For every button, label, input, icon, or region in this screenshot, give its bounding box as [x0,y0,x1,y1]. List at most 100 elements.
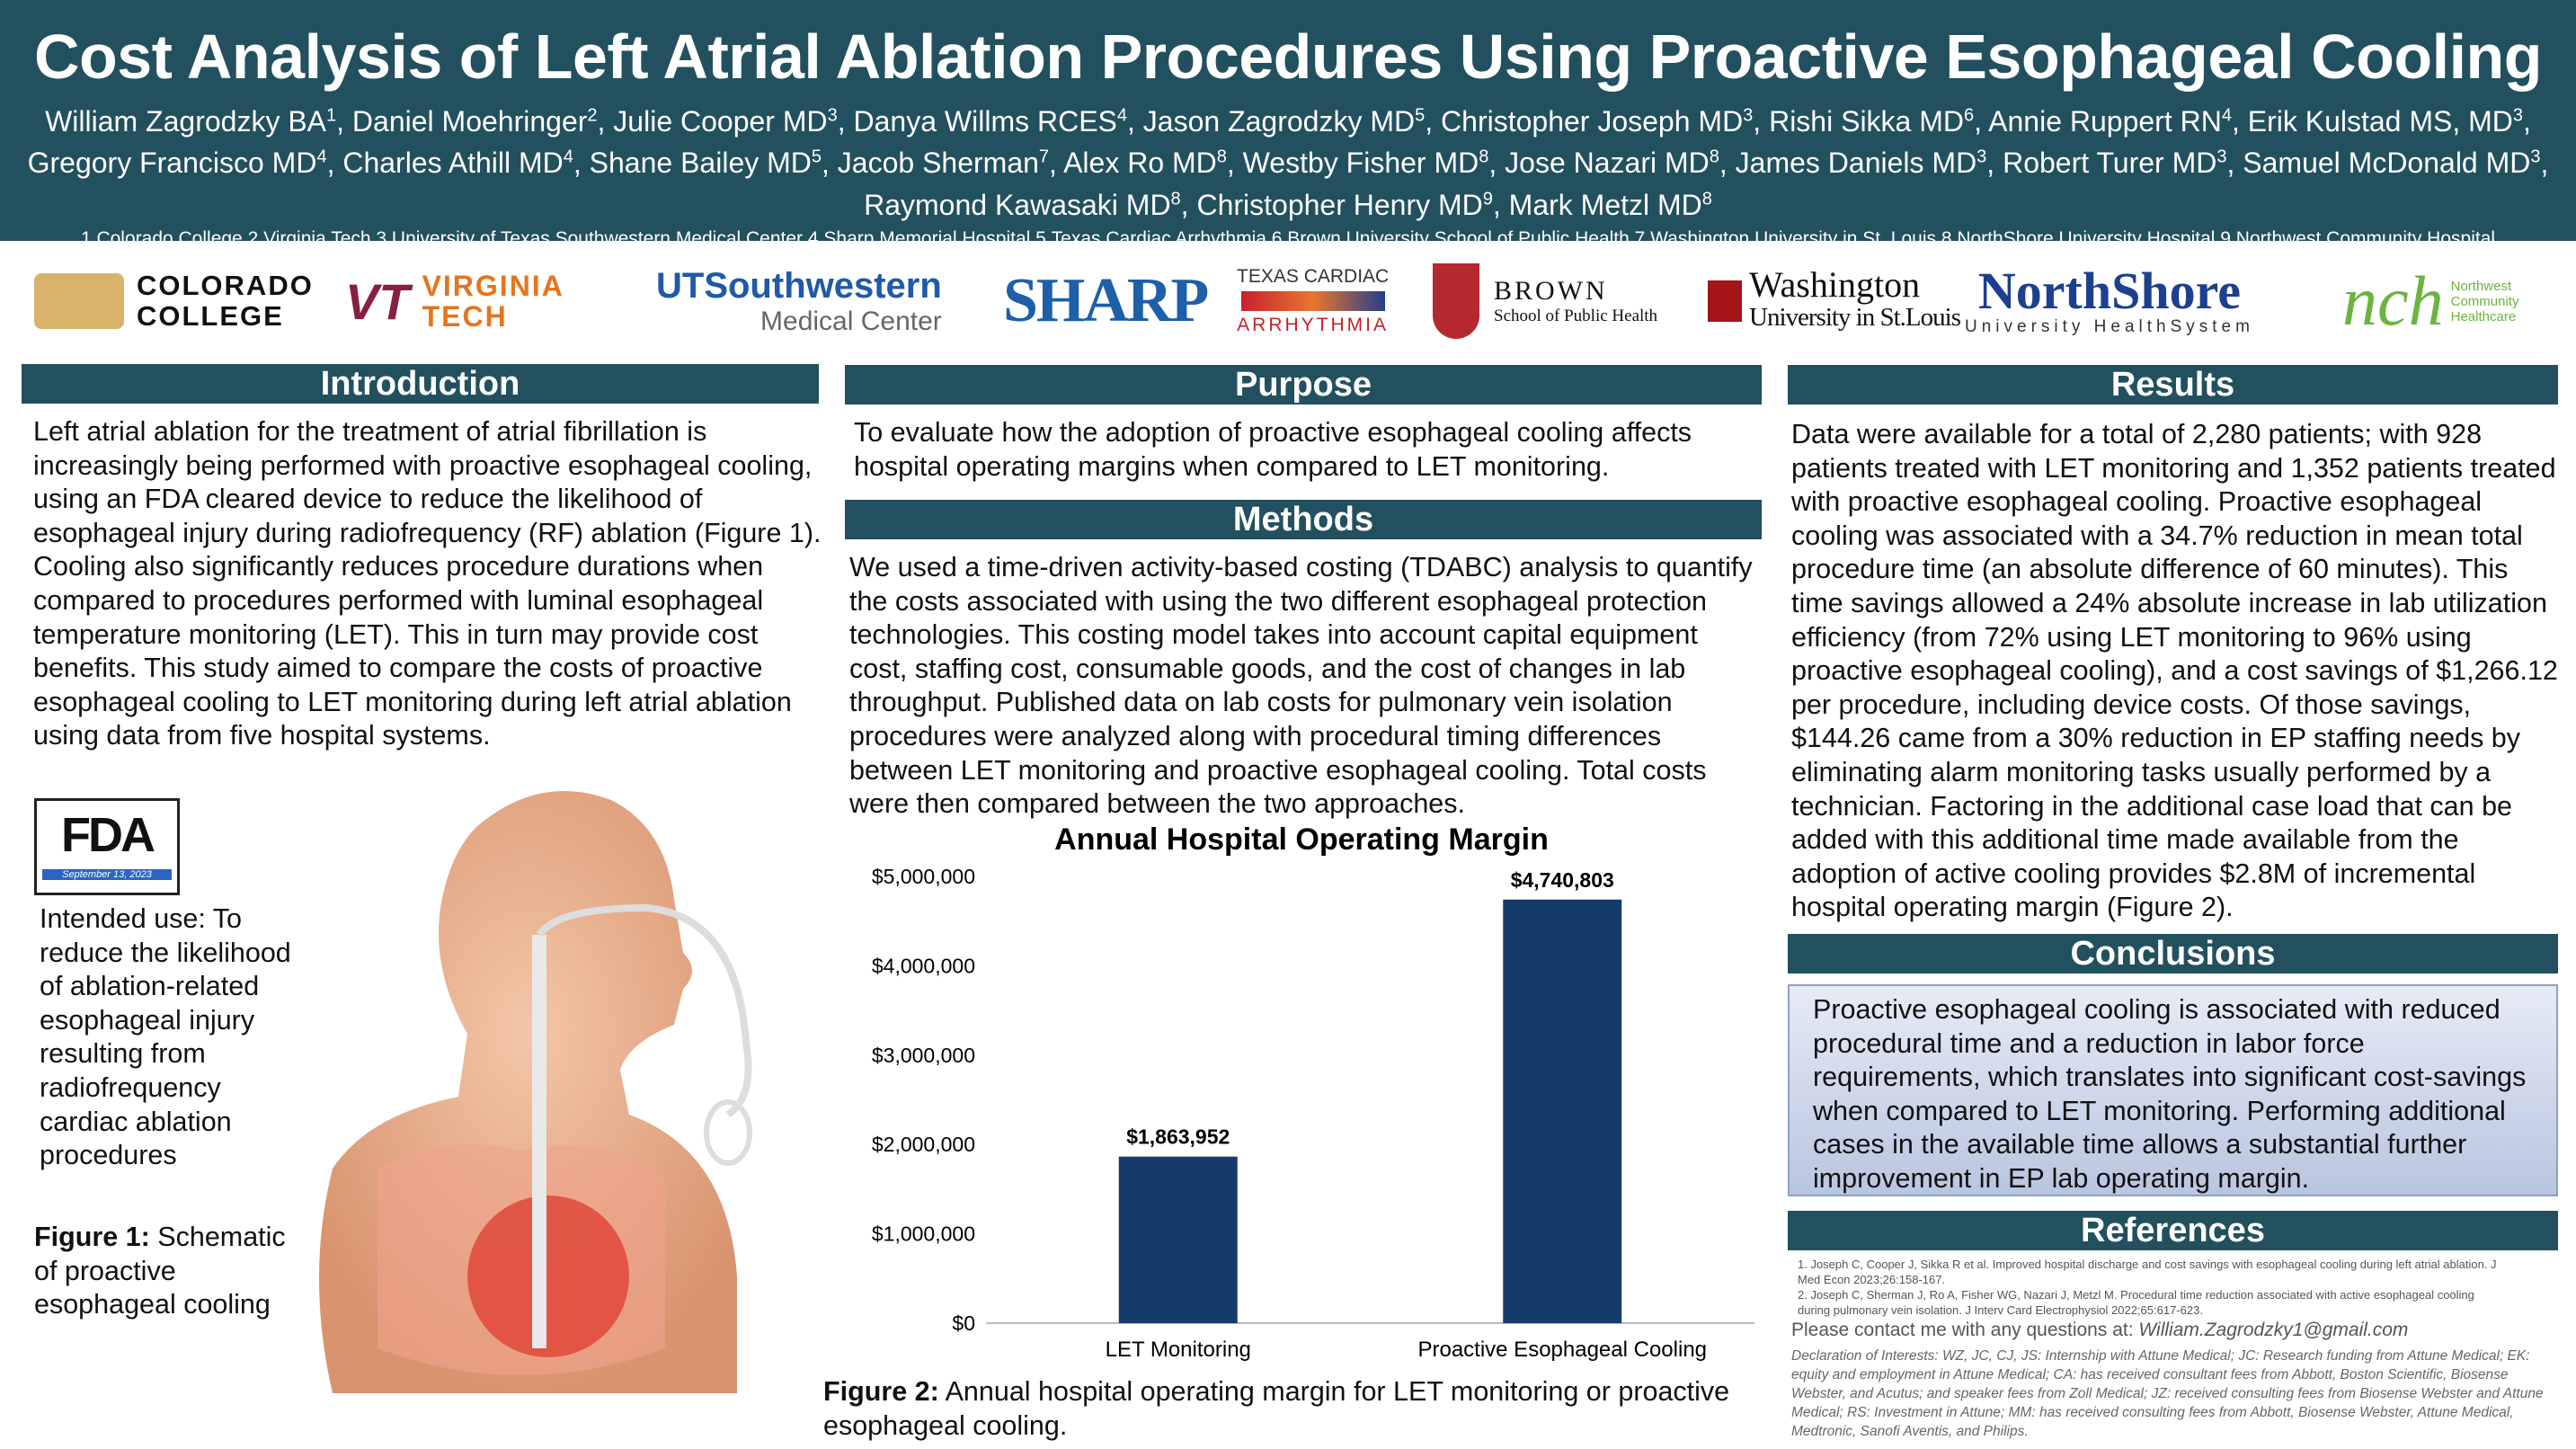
y-tick-label: $0 [952,1311,975,1335]
methods-text: We used a time-driven activity-based cos… [849,552,1753,820]
author-affiliation-number: 8 [1216,147,1227,167]
author: Charles Athill MD4 [342,147,573,179]
y-tick-label: $4,000,000 [872,954,975,977]
purpose-text: To evaluate how the adoption of proactiv… [854,417,1692,482]
logo-text: Healthcare [2450,308,2517,324]
methods-heading: Methods [845,500,1762,539]
author-affiliation-number: 4 [563,147,573,167]
logo-text: School of Public Health [1494,307,1658,325]
author: James Daniels MD3 [1736,147,1987,179]
author-name: Christopher Henry MD [1196,188,1483,221]
declaration-of-interests: Declaration of Interests: WZ, JC, CJ, JS… [1791,1348,2544,1439]
author-name: Charles Athill MD [342,147,564,180]
northshore-logo: NorthShore University HealthSystem [1965,252,2254,351]
author-affiliation-number: 8 [1479,147,1489,167]
bar-2 [1503,899,1622,1323]
reference-2: 2. Joseph C, Sherman J, Ro A, Fisher WG,… [1798,1288,2474,1317]
y-tick-label: $1,000,000 [872,1222,975,1246]
author: Alex Ro MD8 [1063,147,1227,179]
figure1-label: Figure 1: [34,1222,150,1252]
author-affiliation-number: 4 [316,147,327,167]
texas-cardiac-logo: TEXAS CARDIAC ARRHYTHMIA [1237,252,1389,351]
logo-text: ARRHYTHMIA [1237,315,1390,335]
author-name: Rishi Sikka MD [1769,104,1964,138]
author-affiliation-number: 5 [1415,105,1426,125]
sharp-logo: SHARP [1003,252,1209,351]
author-list: William Zagrodzky BA1, Daniel Moehringer… [27,104,2549,221]
author-name: Jason Zagrodzky MD [1142,104,1416,138]
author-affiliation-number: 6 [1964,105,1975,125]
data-label: $1,863,952 [1126,1125,1230,1149]
author-affiliation-number: 3 [827,105,838,125]
author-affiliation-number: 3 [2216,147,2227,167]
author: Jason Zagrodzky MD5 [1143,105,1425,138]
author-affiliation-number: 3 [2512,105,2524,125]
logo-text: UTSouthwestern [656,265,942,306]
author-name: Jose Nazari MD [1505,147,1710,180]
figure2-label: Figure 2: [823,1376,939,1407]
y-tick-label: $5,000,000 [872,865,975,888]
author: Christopher Joseph MD3 [1441,105,1753,138]
author-name: Daniel Moehringer [351,104,588,138]
author: Jacob Sherman7 [838,147,1049,179]
logo-text: Medical Center [760,306,942,336]
chart-title: Annual Hospital Operating Margin [1054,822,1549,857]
figure2-caption: Figure 2: Annual hospital operating marg… [823,1375,1767,1443]
author: Shane Bailey MD5 [590,147,822,179]
heart-icon [467,1196,629,1357]
author: Robert Turer MD3 [2003,147,2226,179]
contact-prefix: Please contact me with any questions at: [1791,1320,2139,1340]
y-tick-label: $2,000,000 [872,1133,975,1156]
author: Jose Nazari MD8 [1505,147,1719,179]
ut-southwestern-logo: UTSouthwestern Medical Center [656,252,942,351]
logo-text: University HealthSystem [1965,317,2254,336]
introduction-text: Left atrial ablation for the treatment o… [33,416,822,751]
author-name: Westby Fisher MD [1242,147,1479,180]
author-name: Alex Ro MD [1063,147,1217,180]
brown-logo: BROWN School of Public Health [1433,252,1657,351]
author: Raymond Kawasaki MD8 [864,189,1181,221]
author-name: Robert Turer MD [2003,147,2217,180]
author: Julie Cooper MD3 [613,105,837,138]
conclusions-text: Proactive esophageal cooling is associat… [1813,994,2527,1194]
logo-text: nch [2342,262,2444,340]
author-affiliation-number: 3 [2530,147,2541,167]
author-name: Samuel McDonald MD [2243,147,2531,180]
author-affiliation-number: 1 [326,105,337,125]
author-name: James Daniels MD [1735,147,1977,180]
logo-text: Northwest [2450,278,2512,294]
logo-text: BROWN [1494,276,1608,306]
author-affiliation-number: 3 [1976,147,1987,167]
logo-text: TEXAS CARDIAC [1237,266,1390,287]
fda-date: September 13, 2023 [42,869,172,880]
data-label: $4,740,803 [1511,868,1614,892]
logo-text: COLLEGE [137,300,284,332]
purpose-heading: Purpose [845,365,1762,404]
author: Danya Willms RCES4 [854,105,1128,138]
logo-text: Community [2450,293,2519,309]
author-name: Annie Ruppert RN [1988,104,2222,138]
figure2-caption-text: Annual hospital operating margin for LET… [823,1376,1730,1441]
logo-text: University in St.Louis [1749,303,1961,332]
affiliations: 1.Colorado College 2.Virginia Tech 3.Uni… [80,227,2496,249]
intended-use-text: Intended use: To reduce the likelihood o… [40,903,291,1171]
colorado-college-logo: COLORADO COLLEGE [34,252,314,351]
conclusions-heading: Conclusions [1788,934,2558,973]
author-name: Jacob Sherman [837,147,1039,180]
author: Gregory Francisco MD4 [28,147,327,179]
contact-email-link[interactable]: William.Zagrodzky1@gmail.com [2138,1320,2409,1340]
author: Rishi Sikka MD6 [1769,105,1974,138]
logo-text: TECH [422,300,508,333]
author: William Zagrodzky BA1 [45,105,336,138]
introduction-heading: Introduction [22,364,819,404]
conclusions-box: Proactive esophageal cooling is associat… [1788,984,2558,1196]
x-tick-label: Proactive Esophageal Cooling [1417,1338,1707,1362]
author: Erik Kulstad MS, MD3 [2248,105,2523,138]
author: Annie Ruppert RN4 [1988,105,2232,138]
bar-1 [1118,1156,1238,1323]
y-tick-label: $3,000,000 [872,1044,975,1067]
author-affiliation-number: 3 [1743,105,1754,125]
author-name: Mark Metzl MD [1508,188,1702,221]
figure1-caption: Figure 1: Schematic of proactive esophag… [34,1221,304,1322]
author-affiliation-number: 9 [1482,189,1493,209]
